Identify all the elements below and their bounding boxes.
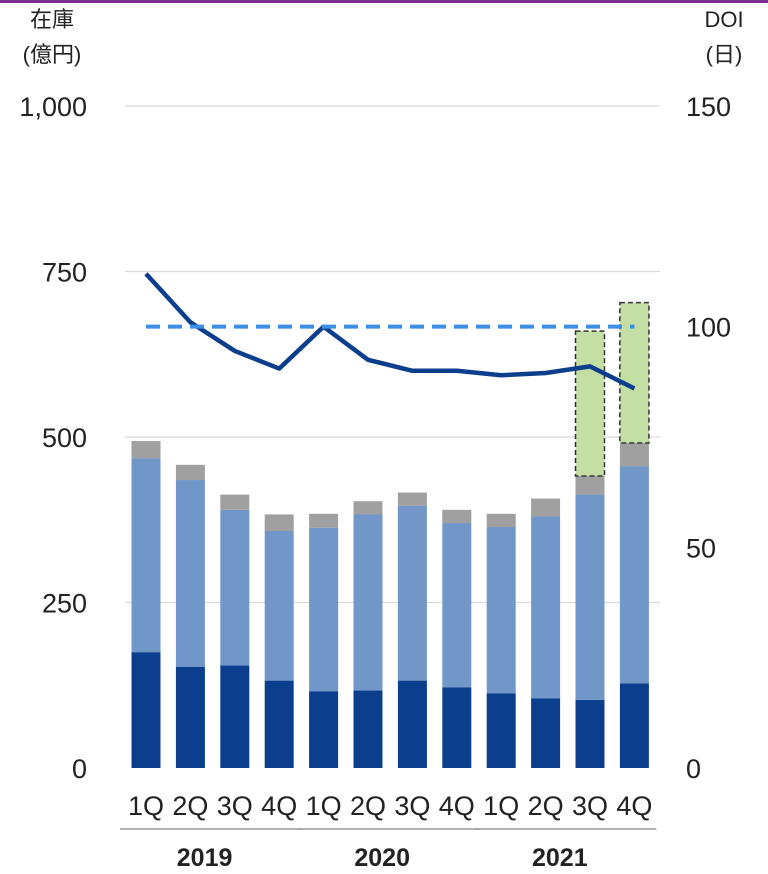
bar-segment-2 (309, 527, 339, 692)
bars (131, 301, 650, 768)
bar-segment-3 (309, 513, 339, 528)
bar-segment-1 (309, 691, 339, 768)
bar-segment-4 (574, 330, 606, 477)
bar-segment-2 (220, 509, 250, 666)
bar-segment-3 (486, 513, 516, 528)
bar-segment-2 (575, 494, 605, 700)
bar-segment-2 (397, 505, 427, 681)
category-label: 1Q (306, 791, 342, 821)
right-axis-label-line1: DOI (704, 7, 743, 32)
right-tick-label: 50 (686, 533, 716, 563)
bar-segment-3 (531, 498, 561, 517)
category-label: 2Q (172, 791, 208, 821)
gridlines (125, 105, 660, 604)
bar-segment-3 (397, 492, 427, 506)
bar-segment-3 (131, 440, 161, 459)
bar-segment-1 (619, 683, 649, 768)
bar-segment-3 (442, 509, 472, 524)
right-axis-label-line2: (日) (706, 42, 743, 67)
bar-segment-3 (175, 464, 205, 481)
category-label: 4Q (261, 791, 297, 821)
lines (144, 272, 636, 391)
bar-segment-2 (175, 480, 205, 667)
category-label: 2Q (350, 791, 386, 821)
bar-segment-4 (619, 301, 650, 444)
right-tick-label: 0 (686, 754, 701, 784)
bar-segment-3 (264, 514, 294, 532)
right-tick-label: 150 (686, 92, 731, 122)
bar-segment-2 (442, 523, 472, 688)
left-tick-label: 500 (42, 423, 87, 453)
bar-segment-1 (353, 690, 383, 768)
bar-segment-2 (131, 458, 161, 653)
left-tick-label: 750 (42, 258, 87, 288)
category-label: 1Q (483, 791, 519, 821)
category-label: 3Q (217, 791, 253, 821)
category-label: 3Q (394, 791, 430, 821)
category-label: 4Q (439, 791, 475, 821)
left-tick-label: 1,000 (19, 92, 87, 122)
category-label: 3Q (572, 791, 608, 821)
category-label: 1Q (128, 791, 164, 821)
left-tick-label: 250 (42, 589, 87, 619)
axes: 在庫 (億円) DOI (日) 0 250 500 750 1,000 0 50 100 150… (19, 7, 743, 872)
bar-segment-2 (353, 514, 383, 691)
bar-segment-1 (264, 680, 294, 768)
category-label: 4Q (616, 791, 652, 821)
left-axis-label-line1: 在庫 (30, 7, 74, 32)
year-label: 2021 (532, 844, 588, 872)
bar-segment-1 (220, 665, 250, 768)
bar-segment-1 (531, 698, 561, 768)
bar-segment-3 (353, 501, 383, 515)
year-label: 2020 (354, 844, 410, 872)
bar-segment-1 (486, 693, 516, 768)
top-accent-line (0, 0, 768, 3)
bar-segment-2 (264, 531, 294, 681)
year-label: 2019 (177, 844, 233, 872)
bar-segment-1 (397, 680, 427, 768)
right-tick-label: 100 (686, 313, 731, 343)
bar-segment-1 (442, 687, 472, 768)
left-tick-label: 0 (72, 754, 87, 784)
bar-segment-3 (619, 442, 649, 467)
bar-segment-1 (175, 666, 205, 768)
category-label: 2Q (528, 791, 564, 821)
bar-segment-2 (486, 527, 516, 694)
bar-segment-2 (531, 516, 561, 699)
bar-segment-1 (131, 652, 161, 768)
doi-line (144, 272, 636, 391)
bar-segment-3 (220, 494, 250, 510)
left-axis-label-line2: (億円) (23, 42, 82, 67)
bar-segment-2 (619, 466, 649, 684)
bar-segment-3 (575, 476, 605, 495)
bar-segment-1 (575, 699, 605, 768)
